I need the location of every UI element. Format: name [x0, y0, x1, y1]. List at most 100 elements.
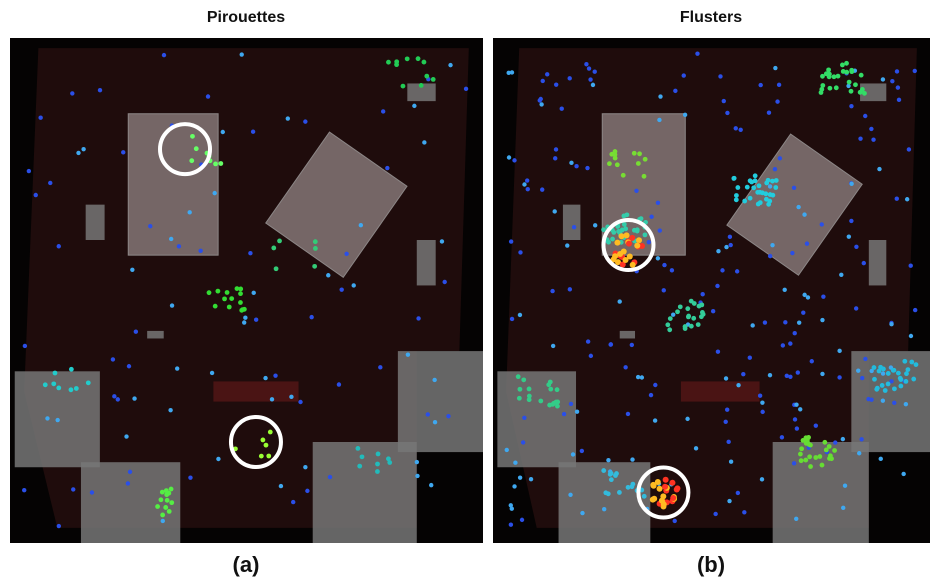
tracking-dot [56, 386, 61, 391]
tracking-dot [881, 371, 885, 375]
tracking-dot [617, 490, 622, 495]
tracking-dot [718, 74, 722, 78]
tracking-dot [610, 237, 615, 242]
building [398, 351, 483, 452]
tracking-dot [843, 484, 847, 488]
tracking-dot [642, 494, 647, 499]
tracking-dot [716, 249, 720, 253]
tracking-dot [569, 402, 573, 406]
tracking-dot [254, 318, 258, 322]
tracking-dot [636, 375, 640, 379]
tracking-dot [614, 471, 619, 476]
tracking-dot [360, 454, 365, 459]
tracking-dot [548, 380, 553, 385]
tracking-dot [768, 373, 772, 377]
tracking-dot [207, 290, 212, 295]
tracking-dot [555, 404, 560, 409]
tracking-dot [429, 483, 433, 487]
tracking-dot [802, 212, 806, 216]
tracking-dot [326, 273, 330, 277]
tracking-dot [847, 80, 852, 85]
tracking-dot [344, 252, 348, 256]
tracking-dot [673, 89, 677, 93]
tracking-dot [298, 400, 302, 404]
tracking-dot [512, 484, 516, 488]
tracking-dot [305, 489, 309, 493]
tracking-dot [522, 416, 526, 420]
tracking-dot [734, 126, 738, 130]
tracking-dot [872, 365, 877, 370]
tracking-dot [891, 368, 896, 373]
hot-dot [634, 243, 640, 249]
tracking-dot [685, 417, 689, 421]
tracking-dot [837, 375, 841, 379]
tracking-dot [799, 458, 804, 463]
tracking-dot [837, 349, 841, 353]
tracking-dot [630, 343, 634, 347]
tracking-dot [266, 454, 271, 459]
tracking-dot [822, 440, 827, 445]
tracking-dot [526, 187, 530, 191]
tracking-dot [527, 394, 532, 399]
tracking-dot [355, 446, 360, 451]
tracking-dot [883, 388, 888, 393]
tracking-dot [895, 197, 899, 201]
tracking-dot [263, 376, 267, 380]
tracking-dot [656, 256, 660, 260]
tracking-dot [38, 115, 42, 119]
tracking-dot [896, 85, 900, 89]
tracking-dot [159, 497, 164, 502]
tracking-dot [804, 441, 809, 446]
tracking-dot [783, 288, 787, 292]
tracking-dot [913, 308, 917, 312]
tracking-dot [572, 225, 576, 229]
tracking-dot [522, 182, 526, 186]
tracking-dot [160, 513, 165, 518]
tracking-dot [575, 410, 579, 414]
tracking-dot [190, 134, 195, 139]
tracking-dot [277, 239, 282, 244]
tracking-dot [881, 398, 885, 402]
tracking-dot [849, 219, 853, 223]
tracking-dot [849, 104, 853, 108]
tracking-dot [216, 457, 220, 461]
tracking-dot [606, 240, 611, 245]
tracking-dot [649, 393, 653, 397]
tracking-dot [764, 197, 769, 202]
hot-dot [614, 240, 620, 246]
tracking-dot [553, 156, 557, 160]
tracking-dot [252, 291, 256, 295]
tracking-dot [518, 313, 522, 317]
tracking-dot [550, 289, 554, 293]
tracking-dot [426, 412, 430, 416]
tracking-dot [416, 316, 420, 320]
tracking-dot [807, 454, 812, 459]
tracking-dot [161, 519, 165, 523]
tracking-dot [415, 460, 419, 464]
tracking-dot [155, 504, 160, 509]
tracking-dot [611, 230, 616, 235]
tracking-dot [798, 452, 803, 457]
tracking-dot [647, 240, 651, 244]
tracking-dot [745, 185, 750, 190]
tracking-dot [844, 61, 849, 66]
building [869, 240, 886, 285]
tracking-dot [607, 161, 612, 166]
tracking-dot [722, 99, 726, 103]
tracking-dot [736, 491, 740, 495]
hot-dot [630, 262, 636, 268]
tracking-dot [635, 229, 640, 234]
tracking-dot [794, 517, 798, 521]
tracking-dot [251, 130, 255, 134]
tracking-dot [773, 167, 777, 171]
tracking-dot [849, 89, 854, 94]
building [81, 462, 180, 543]
room [213, 381, 298, 401]
hot-dot [623, 257, 629, 263]
hot-dot [650, 497, 656, 503]
tracking-dot [742, 199, 747, 204]
tracking-dot [858, 136, 862, 140]
tracking-dot [834, 85, 839, 90]
tracking-dot [803, 458, 808, 463]
tracking-dot [634, 189, 638, 193]
